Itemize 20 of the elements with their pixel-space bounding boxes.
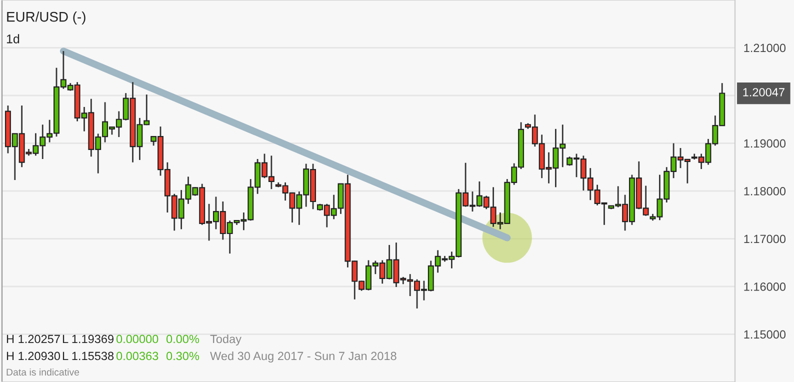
annotation: 0.00000: [116, 334, 158, 344]
annotation: L 1.19369: [62, 334, 114, 344]
text: 1d: [6, 34, 20, 44]
annotation: L 1.15538: [62, 352, 114, 360]
annotation: 0.00%: [166, 334, 200, 344]
text: 1.20047: [743, 88, 784, 96]
annotation: 0.30%: [166, 352, 200, 360]
annotation: H 1.20257: [6, 334, 60, 344]
y-tick-label: 1.17000: [744, 234, 786, 244]
annotation: Data is indicative: [6, 368, 80, 376]
text: EUR/USD (-): [7, 12, 86, 24]
y-tick-label: 1.19000: [744, 139, 786, 148]
annotation: 0.00363: [116, 352, 158, 360]
y-tick-label: 1.15000: [744, 330, 786, 339]
y-tick-label: 1.21000: [744, 44, 786, 52]
y-tick-label: 1.18000: [744, 187, 786, 196]
annotation: Today: [210, 334, 242, 346]
annotation: Wed 30 Aug 2017 - Sun 7 Jan 2018: [210, 351, 396, 363]
annotation: H 1.20930: [6, 352, 60, 360]
y-tick-label: 1.16000: [744, 282, 786, 291]
